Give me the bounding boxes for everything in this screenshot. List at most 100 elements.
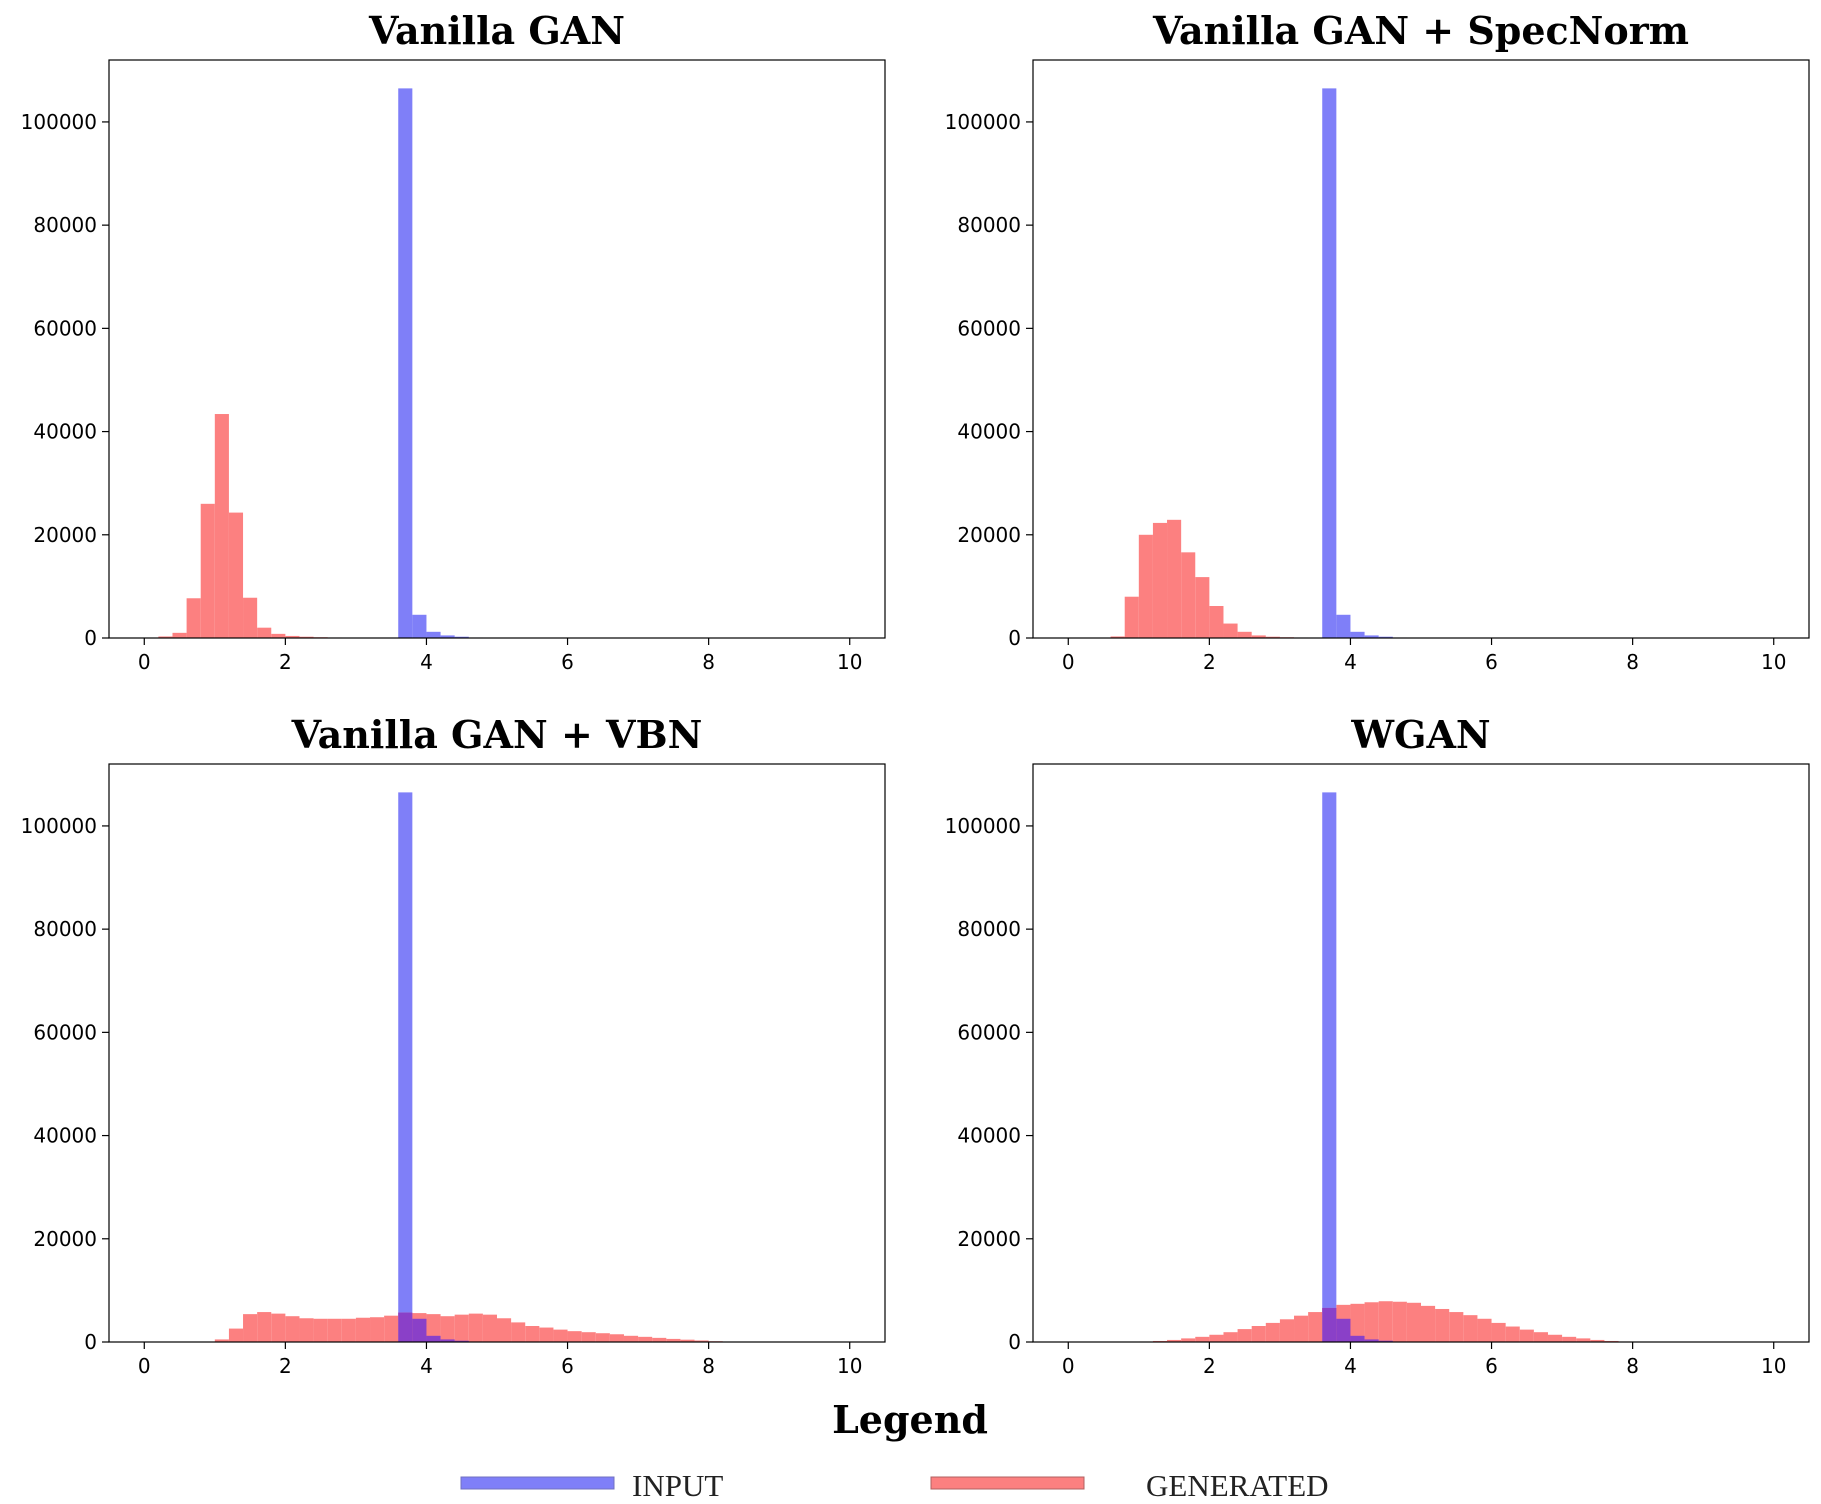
- legend-label-input: INPUT: [632, 1468, 723, 1503]
- x-tick-label: 8: [1626, 1354, 1639, 1378]
- bar-generated: [623, 1335, 639, 1342]
- x-tick-label: 8: [1626, 650, 1639, 674]
- bar-generated: [1477, 1318, 1492, 1342]
- bar-input: [1322, 88, 1337, 639]
- bar-generated: [313, 1318, 328, 1342]
- axes-frame: [1032, 59, 1810, 639]
- bar-generated: [285, 635, 300, 638]
- bar-generated: [1110, 636, 1125, 638]
- x-tick-label: 8: [702, 1354, 715, 1378]
- y-tick-label: 100000: [945, 814, 1021, 838]
- x-tick-label: 4: [1344, 650, 1357, 674]
- bars: [1138, 792, 1633, 1342]
- bar-generated: [553, 1329, 568, 1342]
- bar-overlap: [1364, 1339, 1379, 1342]
- bar-generated: [1237, 1329, 1252, 1342]
- bar-generated: [1181, 552, 1196, 638]
- y-tick-label: 80000: [33, 917, 97, 941]
- x-tick-label: 6: [561, 650, 574, 674]
- x-tick-label: 6: [1485, 650, 1498, 674]
- panel-title: Vanilla GAN: [368, 8, 625, 53]
- bar-generated: [243, 597, 258, 638]
- y-tick-label: 80000: [33, 213, 97, 237]
- y-axis: 0 20000 40000 60000 80000 100000: [21, 814, 109, 1354]
- x-tick-label: 2: [1203, 1354, 1216, 1378]
- bar-generated: [680, 1339, 695, 1342]
- bar-generated: [666, 1338, 681, 1342]
- y-tick-label: 60000: [33, 316, 97, 340]
- bar-input: [398, 792, 413, 1342]
- bar-generated: [652, 1337, 667, 1342]
- bar-generated: [228, 1328, 244, 1342]
- y-tick-label: 100000: [945, 110, 1021, 134]
- axes-frame: [108, 763, 886, 1343]
- bar-generated: [299, 1318, 314, 1342]
- bar-generated: [468, 1313, 483, 1342]
- bar-generated: [1265, 636, 1280, 638]
- axes-frame: [1032, 763, 1810, 1343]
- bar-generated: [1421, 1305, 1436, 1342]
- bar-generated: [172, 632, 187, 638]
- x-axis: 0 2 4 6 8 10: [1062, 638, 1786, 674]
- y-tick-label: 60000: [957, 316, 1021, 340]
- bar-generated: [271, 1313, 286, 1342]
- bar-generated: [299, 636, 314, 638]
- bar-generated: [567, 1331, 582, 1342]
- bar-generated: [638, 1336, 653, 1342]
- bar-generated: [186, 598, 201, 638]
- bar-overlap: [440, 1339, 455, 1342]
- bar-generated: [341, 1318, 356, 1342]
- bar-overlap: [398, 1312, 413, 1342]
- y-axis: 0 20000 40000 60000 80000 100000: [945, 814, 1033, 1354]
- panel-title: Vanilla GAN + VBN: [291, 712, 703, 757]
- bar-overlap: [1336, 1318, 1351, 1342]
- panel-vanilla-gan-vbn: Vanilla GAN + VBN 0 2 4 6 8 10 0 20000 40000 60000…: [21, 712, 886, 1378]
- bar-generated: [694, 1340, 709, 1342]
- bar-generated: [1167, 519, 1182, 638]
- bar-input: [398, 88, 413, 639]
- bar-generated: [1463, 1315, 1478, 1342]
- x-tick-label: 2: [279, 1354, 292, 1378]
- x-tick-label: 10: [1761, 650, 1786, 674]
- x-tick-label: 4: [1344, 1354, 1357, 1378]
- y-tick-label: 20000: [33, 523, 97, 547]
- y-axis: 0 20000 40000 60000 80000 100000: [21, 110, 109, 650]
- bar-generated: [243, 1314, 258, 1342]
- y-tick-label: 100000: [21, 110, 97, 134]
- panel-wgan: WGAN 0 2 4 6 8 10 0 20000 40000 60000 80000 100000: [945, 712, 1810, 1378]
- bar-overlap: [1350, 1335, 1365, 1342]
- bar-generated: [1209, 1334, 1224, 1342]
- bar-generated: [1547, 1334, 1563, 1342]
- panel-title: Vanilla GAN + SpecNorm: [1152, 8, 1689, 53]
- panel-vanilla-gan-specnorm: Vanilla GAN + SpecNorm 0 2 4 6 8 10 0 20000 40000…: [945, 8, 1810, 674]
- x-tick-label: 4: [420, 650, 433, 674]
- y-tick-label: 40000: [33, 420, 97, 444]
- bar-generated: [1152, 522, 1168, 638]
- y-tick-label: 100000: [21, 814, 97, 838]
- y-axis: 0 20000 40000 60000 80000 100000: [945, 110, 1033, 650]
- x-tick-label: 0: [138, 1354, 151, 1378]
- legend-label-generated: GENERATED: [1146, 1468, 1329, 1503]
- bar-generated: [1406, 1302, 1421, 1342]
- bar-generated: [581, 1332, 596, 1342]
- bar-generated: [539, 1327, 554, 1342]
- bar-generated: [1279, 1319, 1295, 1342]
- bar-input: [454, 636, 469, 638]
- y-tick-label: 20000: [33, 1227, 97, 1251]
- axes-frame: [108, 59, 886, 639]
- bar-generated: [327, 1318, 342, 1342]
- x-axis: 0 2 4 6 8 10: [1062, 1342, 1786, 1378]
- x-tick-label: 0: [138, 650, 151, 674]
- bar-generated: [1124, 596, 1139, 638]
- y-tick-label: 40000: [33, 1124, 97, 1148]
- bar-generated: [1223, 623, 1238, 638]
- bar-input: [440, 635, 455, 638]
- bar-generated: [1294, 1315, 1309, 1342]
- y-tick-label: 80000: [957, 917, 1021, 941]
- bar-generated: [1209, 606, 1224, 638]
- bar-generated: [1378, 1301, 1393, 1342]
- bar-generated: [200, 503, 215, 638]
- bar-generated: [1181, 1338, 1196, 1342]
